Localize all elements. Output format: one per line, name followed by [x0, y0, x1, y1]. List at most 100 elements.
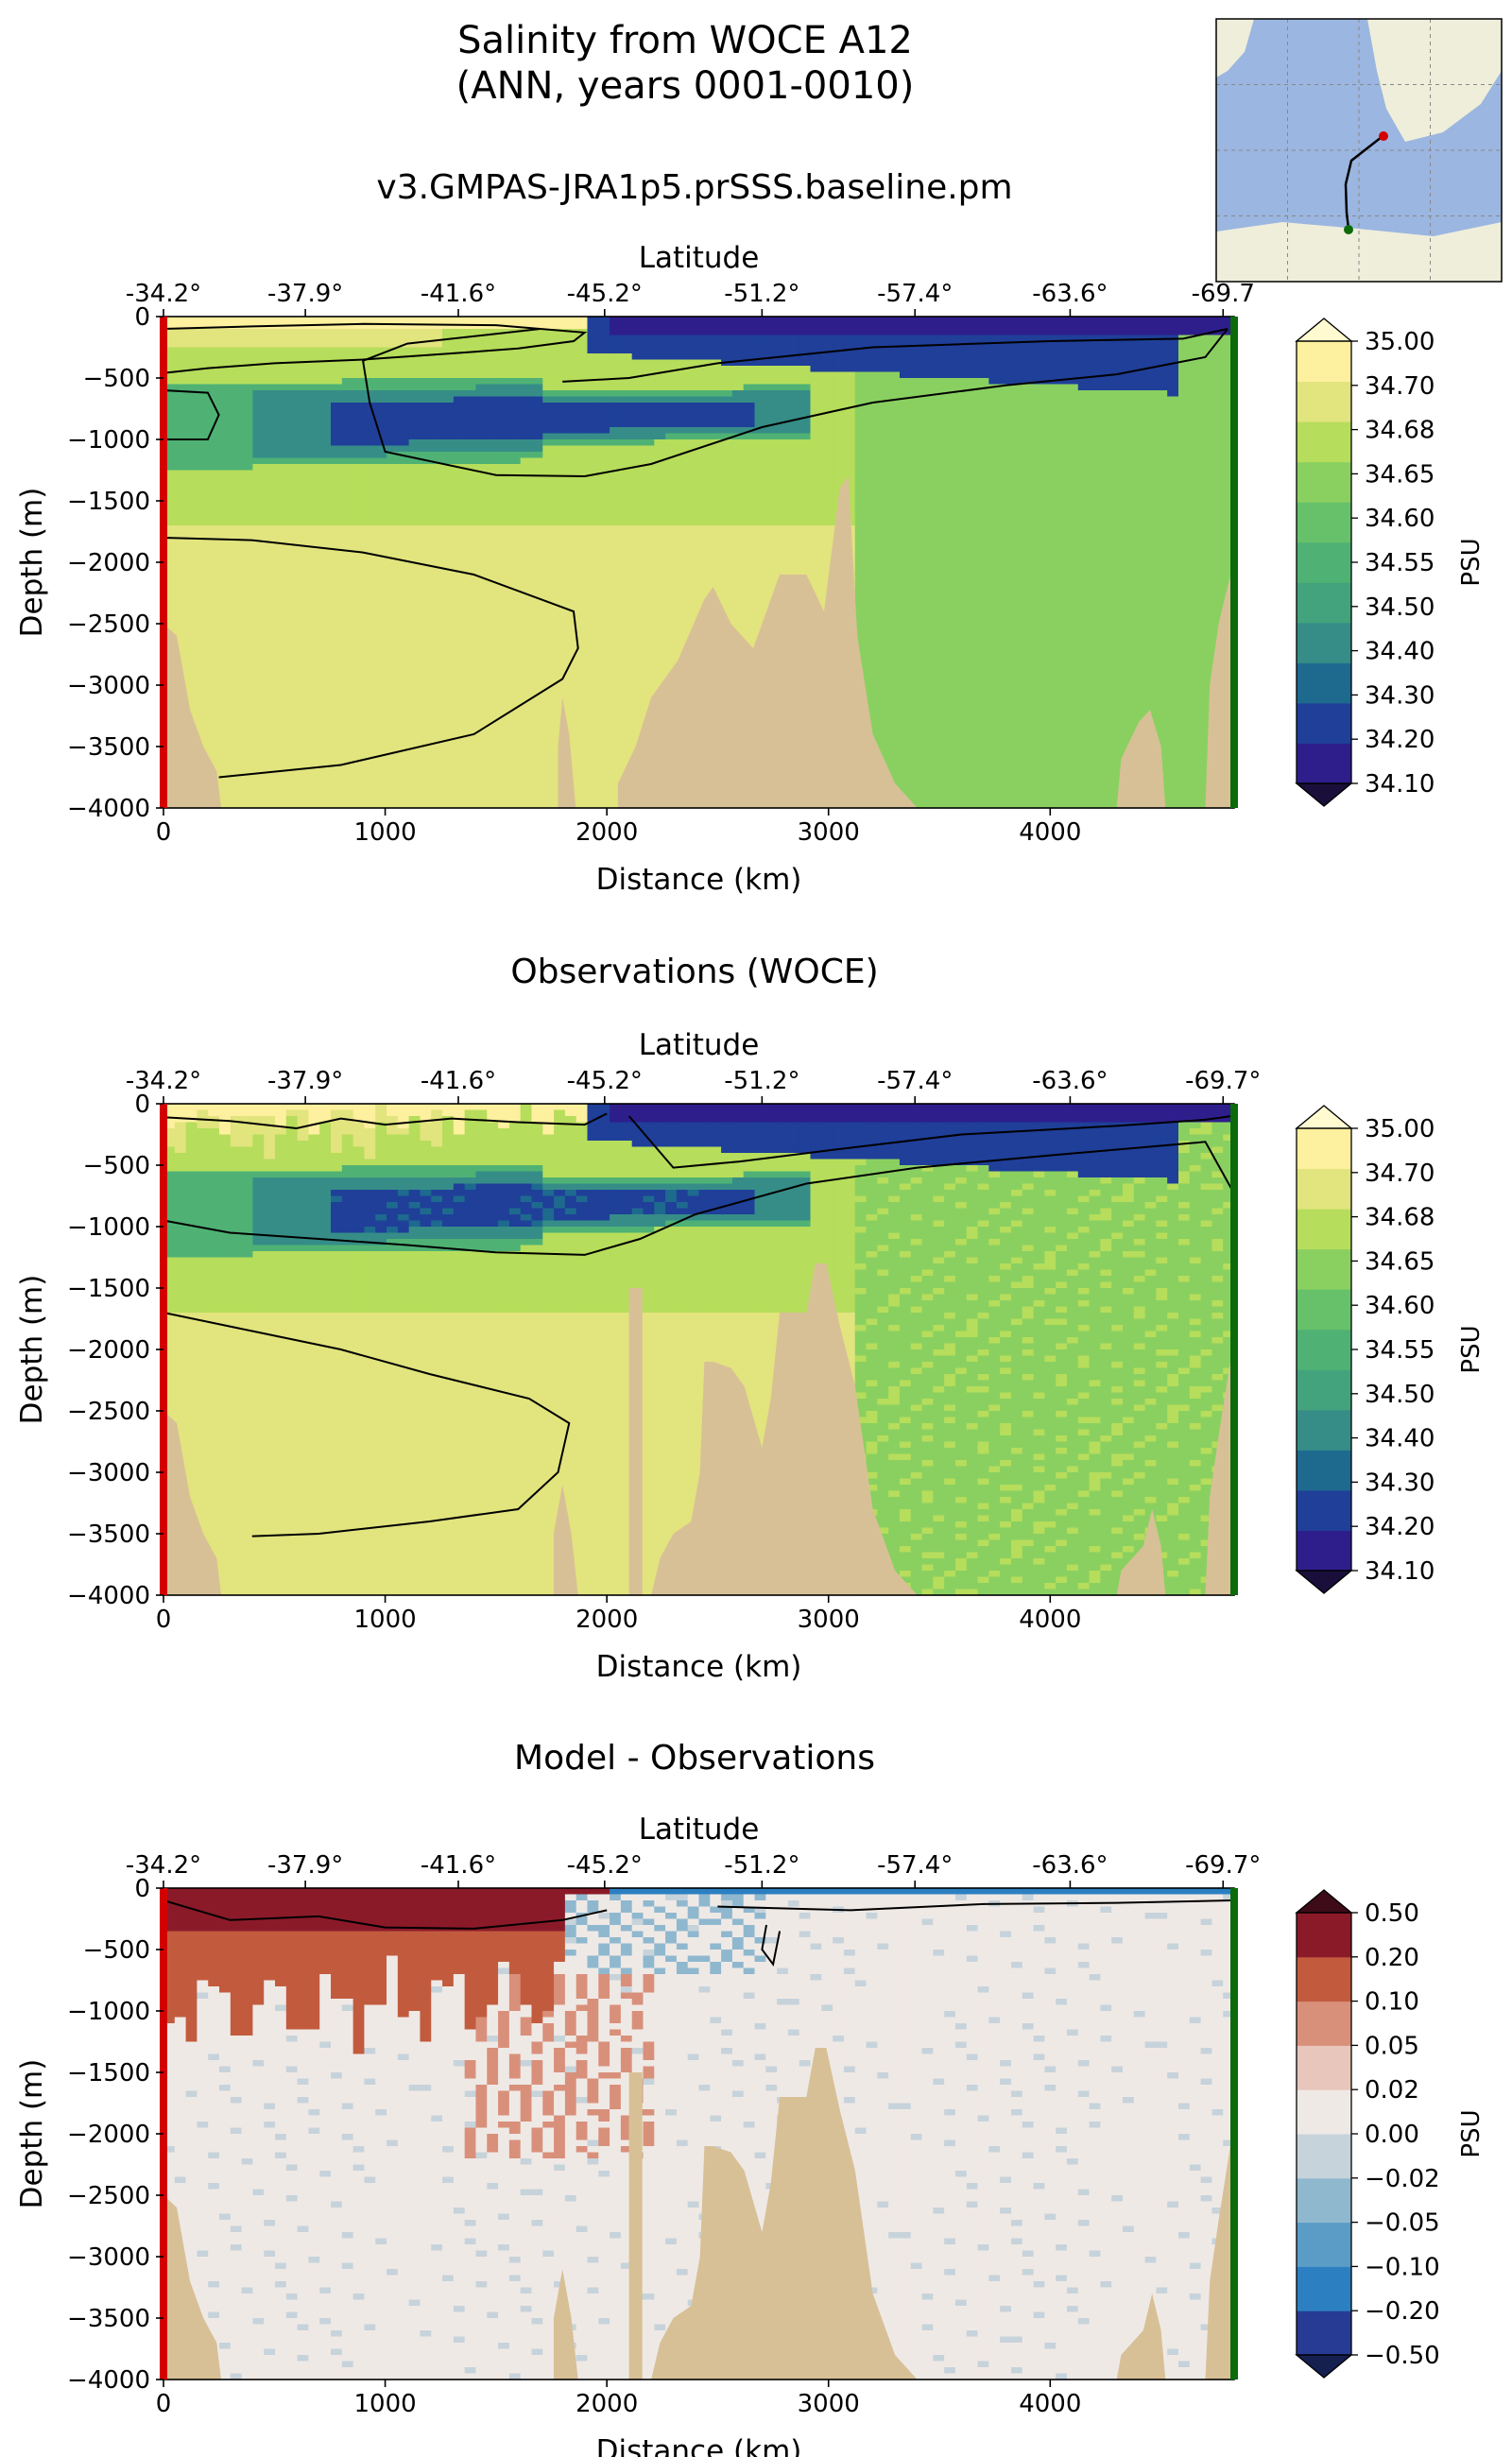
heat-cell [352, 396, 366, 404]
heat-cell [442, 403, 455, 410]
heat-cell [576, 457, 589, 465]
heat-cell [508, 378, 522, 386]
heat-cell [899, 317, 912, 324]
heat-cell [1066, 580, 1079, 588]
heat-cell [453, 390, 466, 398]
heat-cell [787, 445, 800, 453]
heat-cell [1167, 371, 1179, 379]
heat-cell [1010, 464, 1023, 472]
heat-cell [285, 550, 299, 558]
heat-cell [610, 366, 622, 373]
heat-cell [731, 433, 745, 440]
heat-cell [1122, 587, 1135, 594]
heat-cell [687, 605, 700, 612]
heat-cell [1144, 403, 1157, 410]
heat-cell [174, 580, 187, 588]
heat-cell [754, 378, 766, 386]
heat-cell [475, 550, 488, 558]
heat-cell [408, 525, 421, 533]
heat-cell [687, 408, 700, 416]
heat-cell [598, 378, 610, 386]
heat-cell [431, 322, 443, 330]
heat-cell [1100, 531, 1112, 539]
heat-cell [710, 427, 722, 435]
heat-cell [665, 519, 678, 526]
heat-cell [475, 464, 488, 472]
heat-cell [453, 415, 466, 422]
heat-cell [665, 568, 678, 576]
heat-cell [1144, 317, 1157, 324]
heat-cell [1066, 562, 1079, 570]
heat-cell [297, 433, 310, 440]
heat-cell [1167, 353, 1179, 361]
heat-cell [966, 611, 979, 619]
heat-cell [1056, 427, 1068, 435]
heat-cell [676, 489, 689, 496]
heat-cell [933, 427, 945, 435]
heat-cell [1100, 489, 1112, 496]
heat-cell [866, 617, 878, 625]
heat-cell [230, 556, 243, 563]
heat-cell [531, 464, 543, 472]
heat-cell [877, 445, 889, 453]
heat-cell [252, 366, 265, 373]
heat-cell [1100, 415, 1112, 422]
heat-cell [498, 489, 510, 496]
heat-cell [787, 317, 800, 324]
heat-cell [1167, 445, 1179, 453]
heat-cell [431, 624, 443, 631]
heat-cell [1133, 371, 1146, 379]
heat-cell [487, 371, 499, 379]
heat-cell [185, 457, 198, 465]
heat-cell [464, 322, 477, 330]
heat-cell [643, 366, 655, 373]
heat-cell [710, 403, 722, 410]
heat-cell [944, 543, 956, 551]
heat-cell [520, 457, 533, 465]
heat-cell [721, 580, 733, 588]
heat-cell [731, 335, 745, 342]
heat-cell [1200, 396, 1212, 404]
heat-cell [587, 452, 599, 459]
heat-cell [1200, 568, 1212, 576]
heat-cell [910, 476, 923, 484]
heat-cell [297, 494, 310, 502]
heat-cell [397, 494, 410, 502]
heat-cell [453, 347, 466, 354]
heat-cell [954, 378, 968, 386]
heat-cell [1022, 556, 1035, 563]
heat-cell [866, 531, 878, 539]
heat-cell [1144, 550, 1157, 558]
heat-cell [487, 476, 499, 484]
heat-cell [352, 445, 366, 453]
heat-cell [308, 482, 320, 490]
heat-cell [531, 489, 543, 496]
heat-cell [185, 378, 198, 386]
heat-cell [899, 421, 912, 428]
heat-cell [1056, 371, 1068, 379]
heat-cell [520, 513, 533, 521]
heat-cell [431, 384, 443, 391]
heat-cell [1177, 427, 1191, 435]
heat-cell [676, 568, 689, 576]
heat-cell [453, 543, 466, 551]
heat-cell [1200, 562, 1212, 570]
heat-cell [620, 452, 633, 459]
heat-cell [787, 562, 800, 570]
heat-cell [721, 353, 733, 361]
heat-cell [185, 415, 198, 422]
heat-cell [208, 359, 220, 367]
heat-cell [554, 415, 566, 422]
heat-cell [698, 347, 711, 354]
heat-cell [564, 507, 577, 514]
heat-cell [1156, 617, 1168, 625]
heat-cell [1044, 593, 1057, 600]
heat-cell [364, 457, 376, 465]
heat-cell [498, 587, 510, 594]
heat-cell [821, 329, 833, 336]
heat-cell [264, 408, 276, 416]
heat-cell [1089, 366, 1101, 373]
heat-cell [163, 587, 176, 594]
heat-cell [1100, 575, 1112, 582]
heat-cell [843, 489, 856, 496]
